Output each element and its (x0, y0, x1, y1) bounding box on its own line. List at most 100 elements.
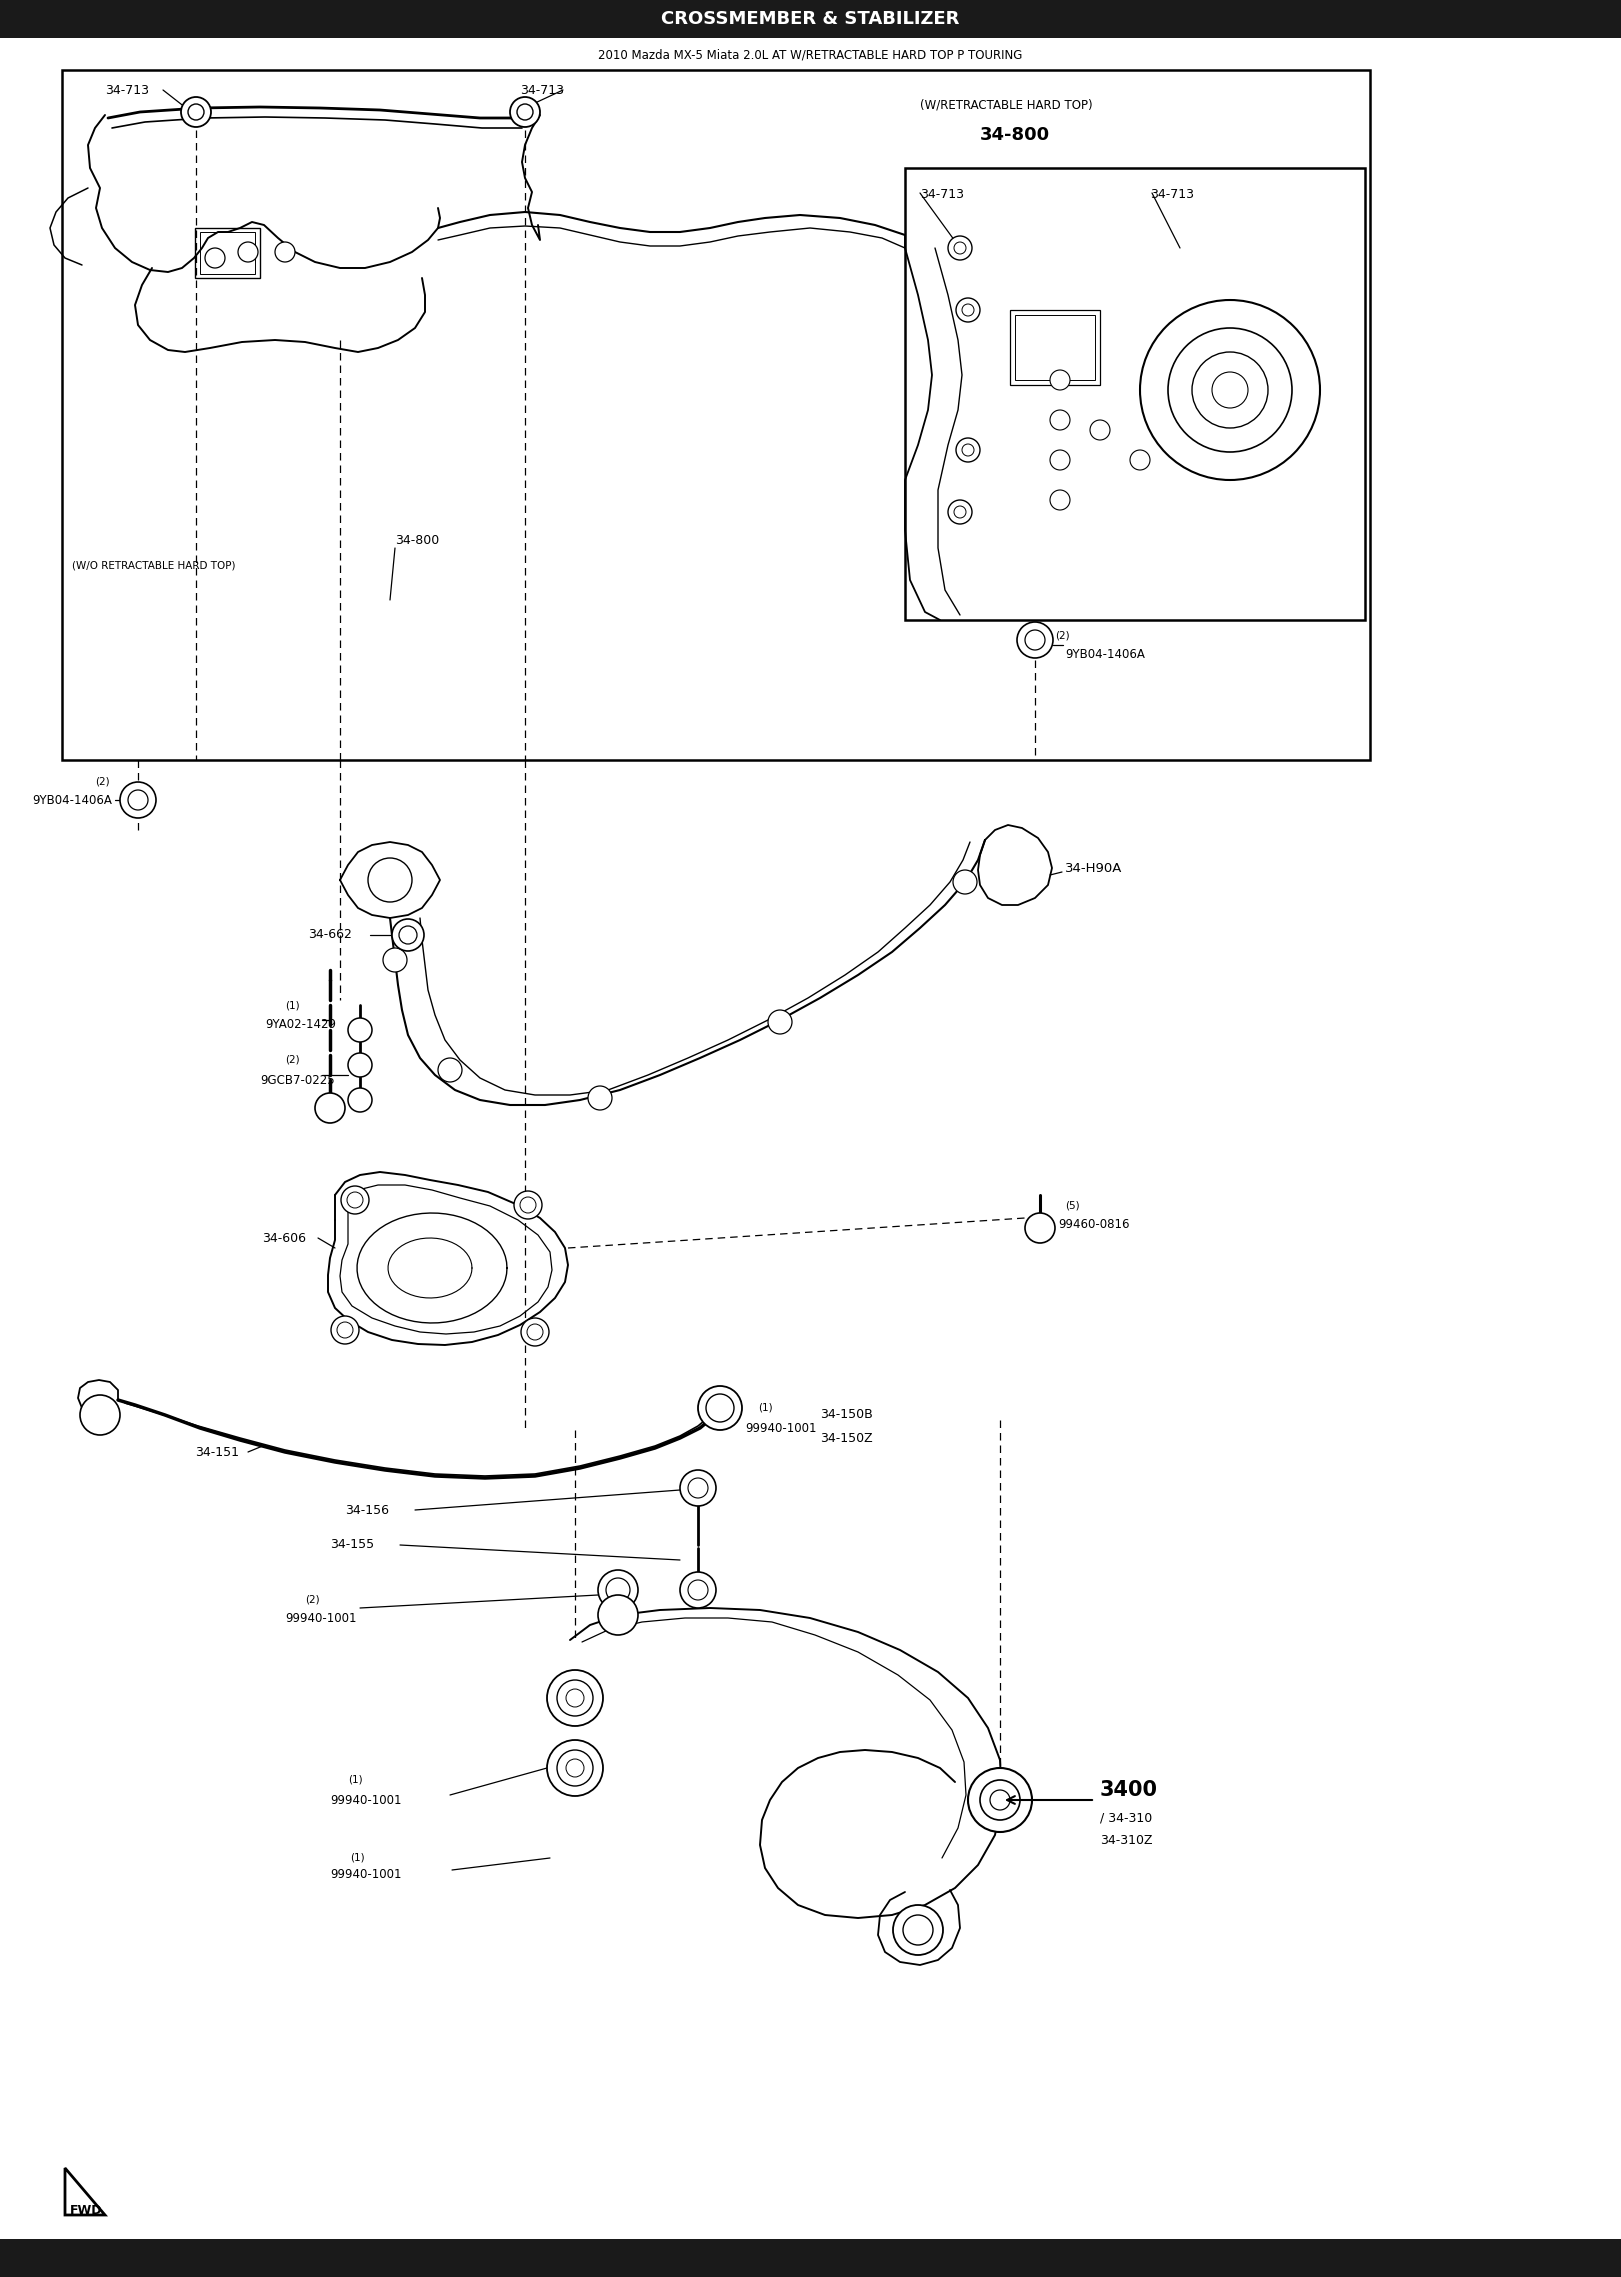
Text: (1): (1) (350, 1853, 365, 1863)
Circle shape (956, 437, 981, 462)
Circle shape (679, 1571, 716, 1608)
Text: (2): (2) (96, 776, 110, 788)
Circle shape (961, 444, 974, 455)
Text: CROSSMEMBER & STABILIZER: CROSSMEMBER & STABILIZER (661, 9, 960, 27)
Circle shape (1050, 490, 1070, 510)
Circle shape (699, 1387, 742, 1430)
Circle shape (1130, 451, 1149, 469)
Text: 34-713: 34-713 (921, 189, 964, 200)
Text: / 34-310: / 34-310 (1101, 1812, 1153, 1824)
Text: FWD: FWD (70, 2204, 102, 2216)
Circle shape (558, 1751, 593, 1785)
Circle shape (1050, 451, 1070, 469)
Bar (62, 71, 1370, 761)
Text: 34-151: 34-151 (195, 1446, 238, 1460)
Circle shape (768, 1011, 793, 1034)
Text: (2): (2) (285, 1054, 300, 1066)
Text: 9YA02-1429: 9YA02-1429 (264, 1018, 336, 1031)
Text: 34-H90A: 34-H90A (1065, 861, 1122, 874)
Circle shape (520, 1198, 537, 1214)
Bar (905, 168, 1365, 619)
Circle shape (546, 1740, 603, 1797)
Text: (2): (2) (1055, 631, 1070, 640)
Text: (W/O RETRACTABLE HARD TOP): (W/O RETRACTABLE HARD TOP) (71, 560, 235, 569)
Circle shape (948, 237, 973, 260)
Circle shape (204, 248, 225, 269)
Circle shape (331, 1316, 358, 1343)
Bar (199, 232, 254, 273)
Text: 34-713: 34-713 (520, 84, 564, 96)
Circle shape (79, 1396, 120, 1435)
Text: 99460-0816: 99460-0816 (1059, 1218, 1130, 1232)
Bar (0, 0, 1621, 39)
Circle shape (517, 105, 533, 121)
Circle shape (558, 1680, 593, 1717)
Circle shape (392, 920, 425, 952)
Circle shape (948, 501, 973, 524)
Text: 34-662: 34-662 (308, 929, 352, 940)
Circle shape (566, 1690, 584, 1708)
Circle shape (1024, 1214, 1055, 1243)
Circle shape (514, 1191, 541, 1218)
Circle shape (566, 1760, 584, 1776)
Bar (195, 228, 259, 278)
Circle shape (955, 505, 966, 517)
Text: (1): (1) (759, 1403, 773, 1414)
Text: 34-156: 34-156 (345, 1503, 389, 1516)
Bar (1015, 314, 1096, 380)
Circle shape (903, 1915, 934, 1945)
Text: (1): (1) (349, 1776, 363, 1785)
Circle shape (1089, 419, 1110, 439)
Circle shape (687, 1478, 708, 1498)
Circle shape (520, 1318, 550, 1346)
Circle shape (953, 870, 977, 895)
Circle shape (588, 1086, 613, 1109)
Circle shape (347, 1191, 363, 1209)
Circle shape (1140, 301, 1319, 480)
Circle shape (128, 790, 148, 811)
Circle shape (120, 781, 156, 817)
Circle shape (956, 298, 981, 321)
Text: 34-713: 34-713 (1149, 189, 1195, 200)
Circle shape (955, 241, 966, 255)
Circle shape (1191, 353, 1268, 428)
Text: 9YB04-1406A: 9YB04-1406A (1065, 649, 1144, 663)
Text: 99940-1001: 99940-1001 (331, 1869, 402, 1881)
Circle shape (598, 1571, 639, 1610)
Circle shape (368, 858, 412, 902)
Text: 34-713: 34-713 (105, 84, 149, 96)
Circle shape (981, 1781, 1020, 1819)
Circle shape (893, 1906, 943, 1956)
Bar (1010, 310, 1101, 385)
Circle shape (349, 1018, 371, 1043)
Circle shape (182, 98, 211, 128)
Circle shape (276, 241, 295, 262)
Circle shape (1213, 371, 1248, 408)
Text: 99940-1001: 99940-1001 (285, 1612, 357, 1624)
Circle shape (399, 927, 417, 945)
Text: 9YB04-1406A: 9YB04-1406A (32, 792, 112, 806)
Circle shape (340, 1186, 370, 1214)
Circle shape (1169, 328, 1292, 453)
Text: 2010 Mazda MX-5 Miata 2.0L AT W/RETRACTABLE HARD TOP P TOURING: 2010 Mazda MX-5 Miata 2.0L AT W/RETRACTA… (598, 48, 1023, 61)
Circle shape (188, 105, 204, 121)
Text: 34-150Z: 34-150Z (820, 1432, 872, 1444)
Circle shape (598, 1594, 639, 1635)
Text: (W/RETRACTABLE HARD TOP): (W/RETRACTABLE HARD TOP) (921, 98, 1093, 112)
Text: (1): (1) (285, 1000, 300, 1011)
Circle shape (606, 1578, 631, 1603)
Text: 34-150B: 34-150B (820, 1409, 872, 1421)
Circle shape (968, 1767, 1033, 1833)
Circle shape (438, 1059, 462, 1082)
Text: (5): (5) (1065, 1200, 1080, 1209)
Circle shape (383, 947, 407, 972)
Text: 34-155: 34-155 (331, 1539, 374, 1551)
Text: 3400: 3400 (1101, 1781, 1157, 1801)
Circle shape (1024, 631, 1046, 649)
Circle shape (337, 1323, 353, 1339)
Circle shape (349, 1052, 371, 1077)
Circle shape (546, 1669, 603, 1726)
Circle shape (527, 1323, 543, 1339)
Circle shape (961, 305, 974, 317)
Circle shape (679, 1471, 716, 1505)
